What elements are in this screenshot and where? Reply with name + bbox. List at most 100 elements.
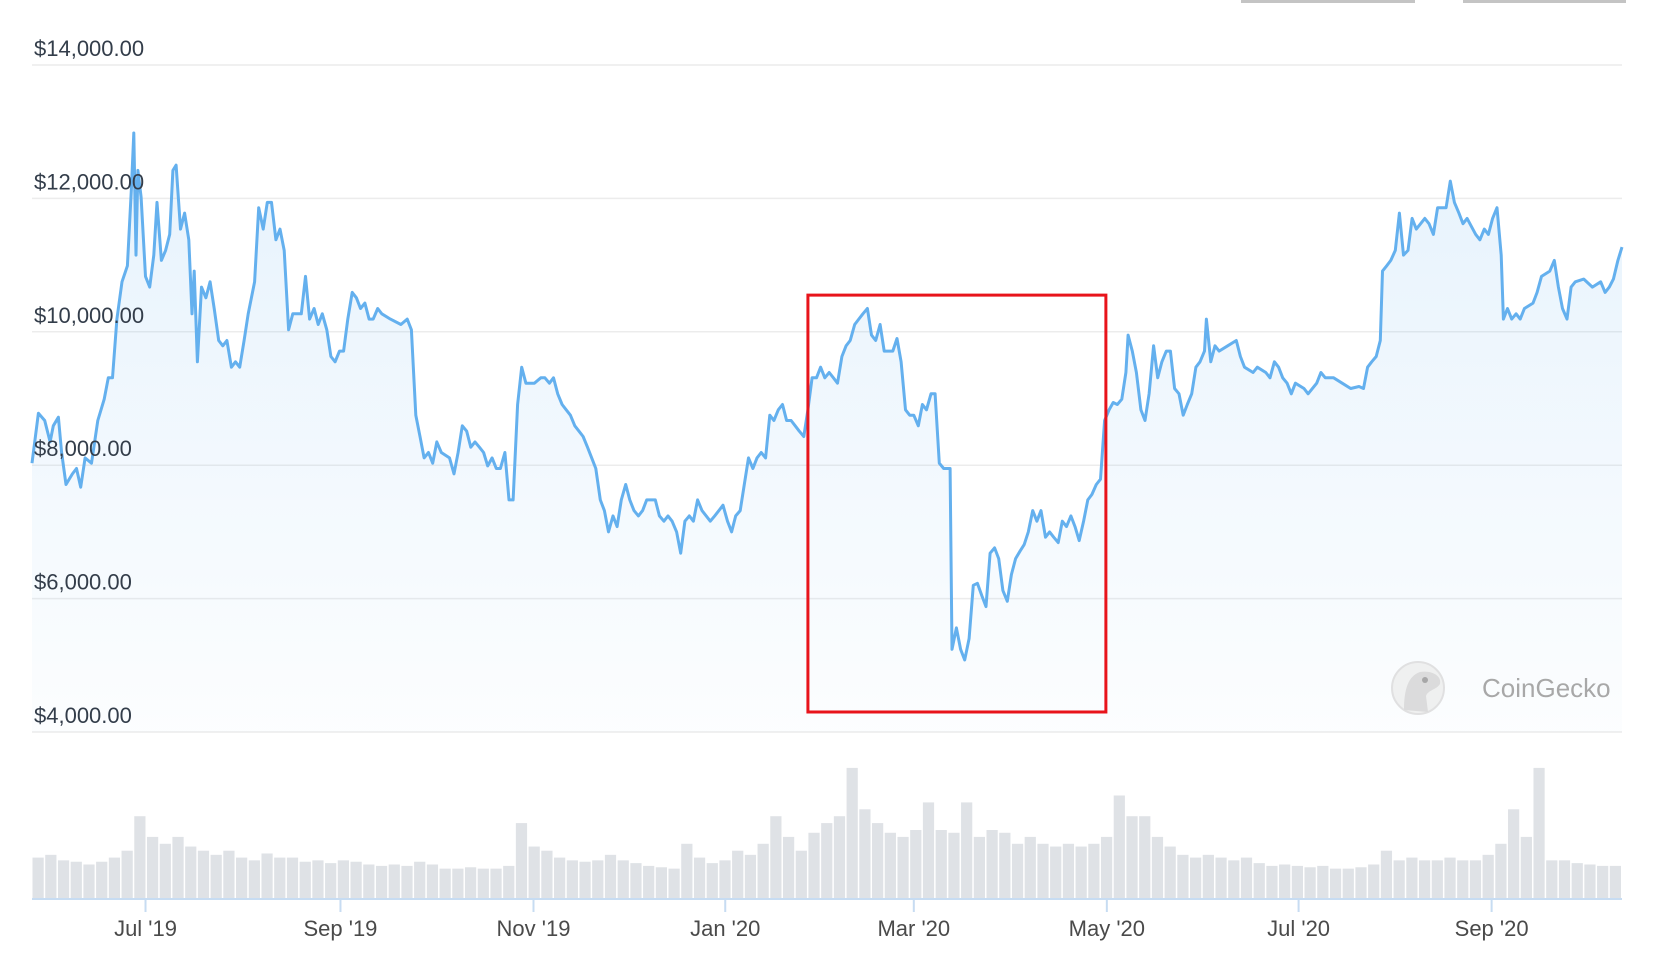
volume-bar (185, 846, 197, 899)
volume-bar (1444, 857, 1456, 899)
volume-bar (566, 860, 578, 899)
volume-bar (1317, 865, 1329, 899)
volume-bar (617, 860, 629, 899)
volume-bar (1177, 854, 1189, 899)
volume-bar (32, 857, 44, 899)
y-tick-label: $4,000.00 (34, 703, 132, 728)
volume-bar (108, 857, 121, 899)
volume-bar (821, 823, 833, 899)
volume-bar (579, 861, 591, 899)
volume-bar (1393, 860, 1405, 899)
volume-bar (528, 846, 540, 899)
volume-bar (363, 864, 375, 899)
volume-bar (159, 843, 171, 899)
volume-bar (1126, 816, 1138, 899)
gecko-head-icon (1404, 671, 1441, 712)
volume-bar (681, 843, 693, 899)
volume-bar (846, 767, 858, 899)
range-button-1[interactable] (1241, 0, 1415, 3)
volume-bar (1342, 868, 1354, 899)
volume-bar (643, 865, 655, 899)
volume-bar (286, 857, 299, 899)
volume-bar (464, 867, 477, 899)
volume-bar (973, 836, 985, 899)
y-tick-label: $6,000.00 (34, 570, 132, 595)
volume-bar (872, 823, 884, 899)
volume-bar (388, 864, 400, 899)
volume-bar (935, 830, 947, 899)
volume-bar (57, 860, 70, 899)
range-button-2[interactable] (1463, 0, 1626, 3)
volume-bar (1368, 864, 1380, 899)
volume-bar (261, 853, 273, 899)
volume-bar (541, 850, 553, 899)
volume-bar (1253, 863, 1265, 899)
volume-bar (490, 868, 502, 899)
volume-bar (375, 865, 388, 899)
volume-bar (1406, 857, 1418, 899)
x-tick-label: Sep '19 (303, 916, 377, 941)
volume-bar (236, 857, 248, 899)
volume-bar (426, 864, 439, 899)
volume-bar (134, 816, 146, 899)
volume-bar (1011, 843, 1024, 899)
volume-bar (223, 850, 235, 899)
volume-bar (1215, 857, 1227, 899)
volume-bar (1380, 850, 1393, 899)
volume-bar (414, 861, 426, 899)
volume-bar (1495, 843, 1507, 899)
volume-bar (1482, 854, 1494, 899)
x-tick-label: Jul '19 (114, 916, 177, 941)
volume-bar (1597, 865, 1609, 899)
x-tick-label: Sep '20 (1455, 916, 1529, 941)
volume-bar (121, 850, 133, 899)
volume-bar (1037, 843, 1049, 899)
volume-bar (197, 850, 210, 899)
volume-bar (668, 868, 680, 899)
volume-bar (922, 802, 935, 899)
coingecko-wordmark: CoinGecko (1482, 673, 1611, 703)
volume-bar (70, 861, 82, 899)
volume-bar (1355, 867, 1367, 899)
volume-bar (554, 857, 566, 899)
volume-bar (1240, 857, 1253, 899)
highlight-box (806, 293, 1108, 714)
x-tick-label: Jan '20 (690, 916, 760, 941)
volume-bar (630, 863, 642, 899)
volume-bar (897, 836, 909, 899)
volume-bar (312, 860, 324, 899)
volume-bar (604, 854, 617, 899)
volume-bar (961, 802, 973, 899)
volume-bar (1113, 795, 1125, 899)
volume-bar (1050, 846, 1062, 899)
volume-bar (401, 865, 413, 899)
volume-bar (1558, 860, 1571, 899)
volume-bar (350, 861, 362, 899)
volume-bar (337, 860, 349, 899)
volume-bar (833, 816, 846, 899)
price-line (30, 131, 1624, 662)
volume-bar (655, 867, 667, 899)
volume-bar (1291, 865, 1303, 899)
x-tick-label: Jul '20 (1267, 916, 1330, 941)
volume-bar (503, 865, 515, 899)
volume-bar (146, 836, 159, 899)
y-tick-label: $8,000.00 (34, 436, 132, 461)
volume-bar (1533, 767, 1545, 899)
x-tick-label: Mar '20 (877, 916, 950, 941)
volume-bar (1202, 854, 1214, 899)
volume-bar (1329, 868, 1342, 899)
volume-bar (808, 832, 820, 899)
y-tick-label: $10,000.00 (34, 303, 144, 328)
volume-bar (210, 854, 222, 899)
price-area (32, 133, 1622, 732)
volume-bar (1431, 860, 1443, 899)
volume-bar (1508, 809, 1520, 899)
volume-bar (299, 861, 311, 899)
volume-bar (693, 857, 706, 899)
volume-bar (1520, 836, 1532, 899)
volume-bar (1571, 863, 1583, 899)
y-tick-label: $14,000.00 (34, 36, 144, 61)
volume-bar (325, 863, 337, 899)
